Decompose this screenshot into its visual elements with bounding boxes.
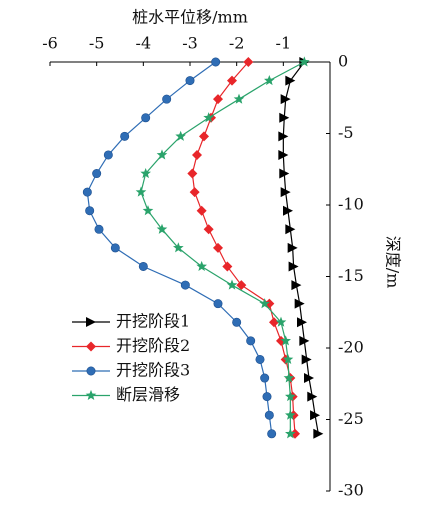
x-tick-label: -3 xyxy=(182,34,198,53)
x-tick-label: -2 xyxy=(229,34,245,53)
y-tick-label: -25 xyxy=(338,409,364,428)
legend-label: 开挖阶段2 xyxy=(116,336,190,355)
marker xyxy=(140,167,151,179)
y-tick-label: -30 xyxy=(338,481,364,500)
marker xyxy=(275,316,287,327)
marker xyxy=(301,354,312,365)
marker xyxy=(203,224,214,235)
marker xyxy=(285,428,296,439)
marker xyxy=(226,279,238,290)
marker xyxy=(285,224,296,235)
marker xyxy=(233,93,245,104)
marker xyxy=(282,353,294,364)
marker xyxy=(175,130,186,141)
marker xyxy=(86,341,96,352)
marker xyxy=(211,57,221,67)
marker xyxy=(243,57,254,67)
marker xyxy=(196,205,207,216)
marker xyxy=(162,94,172,104)
marker xyxy=(307,391,318,402)
marker xyxy=(187,168,198,179)
marker xyxy=(203,112,214,123)
marker xyxy=(264,410,274,420)
marker xyxy=(120,131,130,141)
marker xyxy=(255,354,265,364)
marker xyxy=(82,187,92,197)
marker xyxy=(103,150,113,160)
marker xyxy=(262,392,272,402)
y-tick-label: -20 xyxy=(338,338,364,357)
y-axis-title: 深度/m xyxy=(384,236,403,289)
y-tick-label: -10 xyxy=(338,195,364,214)
legend-label: 开挖阶段1 xyxy=(116,312,190,331)
marker xyxy=(291,280,302,291)
marker xyxy=(135,186,147,197)
marker xyxy=(287,242,298,253)
marker xyxy=(213,94,223,105)
marker xyxy=(313,428,324,439)
marker xyxy=(288,261,299,272)
marker xyxy=(260,373,270,383)
marker xyxy=(86,366,96,376)
marker xyxy=(279,112,290,123)
marker xyxy=(227,75,237,86)
marker xyxy=(213,299,223,309)
y-tick-label: -15 xyxy=(338,266,364,285)
marker xyxy=(213,242,223,253)
y-tick-label: -5 xyxy=(338,123,354,142)
marker xyxy=(283,205,293,216)
marker xyxy=(142,205,154,216)
marker xyxy=(185,76,195,86)
marker xyxy=(156,149,168,160)
marker xyxy=(222,261,233,272)
marker xyxy=(283,372,295,383)
marker xyxy=(180,280,190,290)
marker xyxy=(310,410,321,421)
marker xyxy=(280,335,291,346)
marker xyxy=(86,317,96,327)
marker xyxy=(285,391,296,402)
marker xyxy=(264,74,275,86)
marker xyxy=(138,261,148,271)
marker xyxy=(92,169,102,179)
legend-label: 开挖阶段3 xyxy=(116,361,190,380)
marker xyxy=(299,56,310,67)
marker xyxy=(280,187,291,198)
x-tick-label: -1 xyxy=(276,34,292,53)
marker xyxy=(267,429,277,439)
marker xyxy=(173,242,184,253)
marker xyxy=(192,149,202,160)
marker xyxy=(236,280,247,291)
y-tick-label: 0 xyxy=(338,52,348,71)
marker xyxy=(304,373,314,384)
marker xyxy=(196,260,207,272)
marker xyxy=(246,336,256,346)
x-tick-label: -6 xyxy=(42,34,58,53)
x-tick-label: -4 xyxy=(136,34,152,53)
marker xyxy=(189,187,200,198)
marker xyxy=(280,94,291,105)
marker xyxy=(285,409,296,420)
marker xyxy=(285,75,296,86)
marker xyxy=(297,317,307,328)
marker xyxy=(141,113,151,123)
marker xyxy=(156,223,168,234)
x-tick-label: -5 xyxy=(89,34,105,53)
marker xyxy=(85,389,97,401)
marker xyxy=(278,131,289,142)
marker xyxy=(278,149,289,160)
marker xyxy=(279,168,290,179)
marker xyxy=(294,298,305,309)
marker xyxy=(299,335,310,346)
x-axis-title: 桩水平位移/mm xyxy=(132,8,248,27)
marker xyxy=(85,206,95,216)
marker xyxy=(232,317,242,327)
marker xyxy=(259,298,270,309)
marker xyxy=(94,224,104,234)
legend-label: 断层滑移 xyxy=(116,385,180,404)
marker xyxy=(110,243,120,253)
marker xyxy=(269,317,279,328)
marker xyxy=(199,131,209,142)
